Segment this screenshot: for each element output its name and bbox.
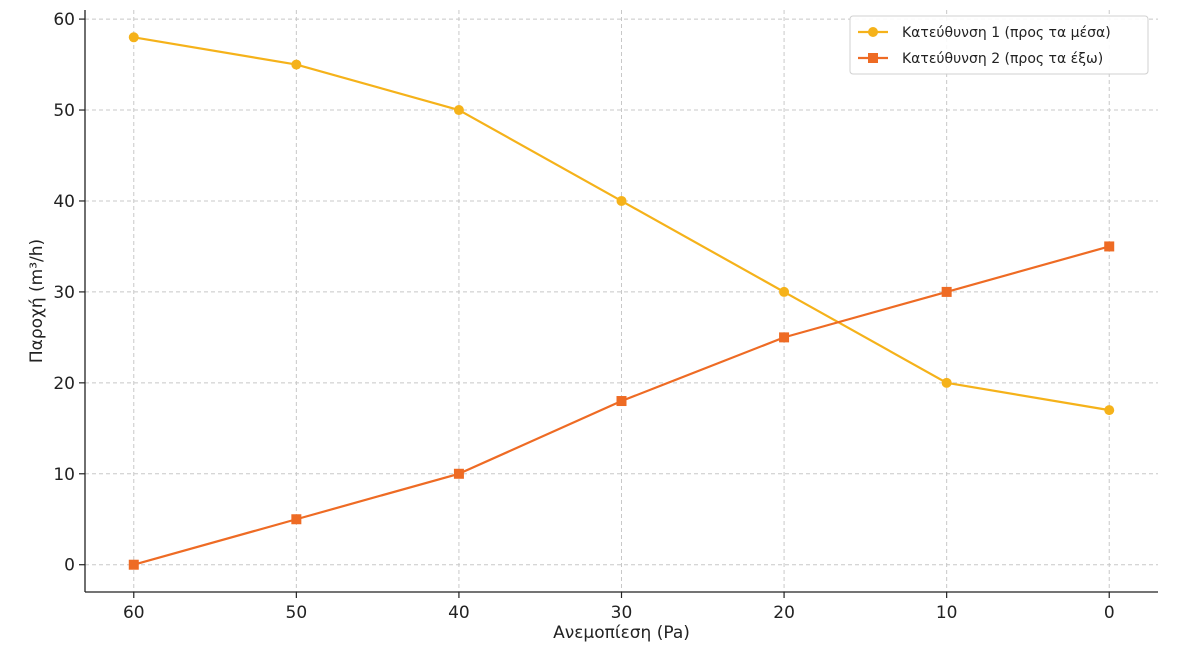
legend-box <box>849 15 1149 75</box>
y-axis-ticks: 0 10 20 30 40 50 60 <box>53 10 85 576</box>
series-2-point <box>453 468 464 479</box>
x-tick-label: 0 <box>1104 603 1115 623</box>
series-1-point <box>616 195 627 206</box>
series-1-point <box>291 59 302 70</box>
y-tick-label: 60 <box>53 10 75 30</box>
series-2-point <box>291 514 302 525</box>
legend-items: Κατεύθυνση 1 (προς τα μέσα) Κατεύθυνση 2 … <box>858 25 1111 67</box>
x-tick-label: 10 <box>936 603 958 623</box>
y-axis-title: Παροχή (m³/h) <box>27 239 47 363</box>
series-1 <box>128 32 1115 416</box>
x-axis-ticks: 60 50 40 30 20 10 0 <box>123 592 1115 623</box>
legend-item-2: Κατεύθυνση 2 (προς τα έξω) <box>858 51 1103 67</box>
legend-swatch-marker <box>868 53 878 63</box>
y-tick-label: 40 <box>53 192 75 212</box>
legend-label: Κατεύθυνση 2 (προς τα έξω) <box>902 51 1103 67</box>
legend: Κατεύθυνση 1 (προς τα μέσα) Κατεύθυνση 2 … <box>849 15 1149 75</box>
data-series <box>128 32 1115 570</box>
grid-lines <box>85 10 1158 592</box>
legend-label: Κατεύθυνση 1 (προς τα μέσα) <box>902 25 1111 41</box>
y-tick-label: 30 <box>53 283 75 303</box>
series-2-point <box>1104 241 1115 252</box>
series-1-point <box>941 377 952 388</box>
series-1-point <box>128 32 139 43</box>
x-tick-label: 60 <box>123 603 145 623</box>
x-tick-label: 40 <box>448 603 470 623</box>
x-tick-label: 30 <box>611 603 633 623</box>
legend-swatch-marker <box>868 27 878 37</box>
series-2-point <box>941 286 952 297</box>
series-1-point <box>453 105 464 116</box>
series-1-point <box>779 286 790 297</box>
series-2-point <box>779 332 790 343</box>
series-2-point <box>616 396 627 407</box>
x-axis-title: Ανεμοπίεση (Pa) <box>553 623 690 643</box>
y-tick-label: 50 <box>53 101 75 121</box>
x-tick-label: 50 <box>286 603 308 623</box>
legend-item-1: Κατεύθυνση 1 (προς τα μέσα) <box>858 25 1111 41</box>
x-tick-label: 20 <box>773 603 795 623</box>
series-2 <box>128 241 1115 570</box>
y-tick-label: 0 <box>64 556 75 576</box>
y-tick-label: 20 <box>53 374 75 394</box>
y-tick-label: 10 <box>53 465 75 485</box>
series-1-point <box>1104 405 1115 416</box>
series-2-point <box>128 559 139 570</box>
